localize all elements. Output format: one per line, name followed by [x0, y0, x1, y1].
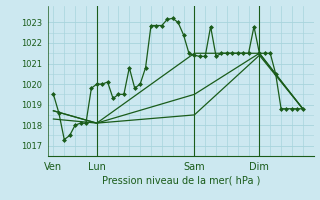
X-axis label: Pression niveau de la mer( hPa ): Pression niveau de la mer( hPa )	[102, 175, 260, 185]
